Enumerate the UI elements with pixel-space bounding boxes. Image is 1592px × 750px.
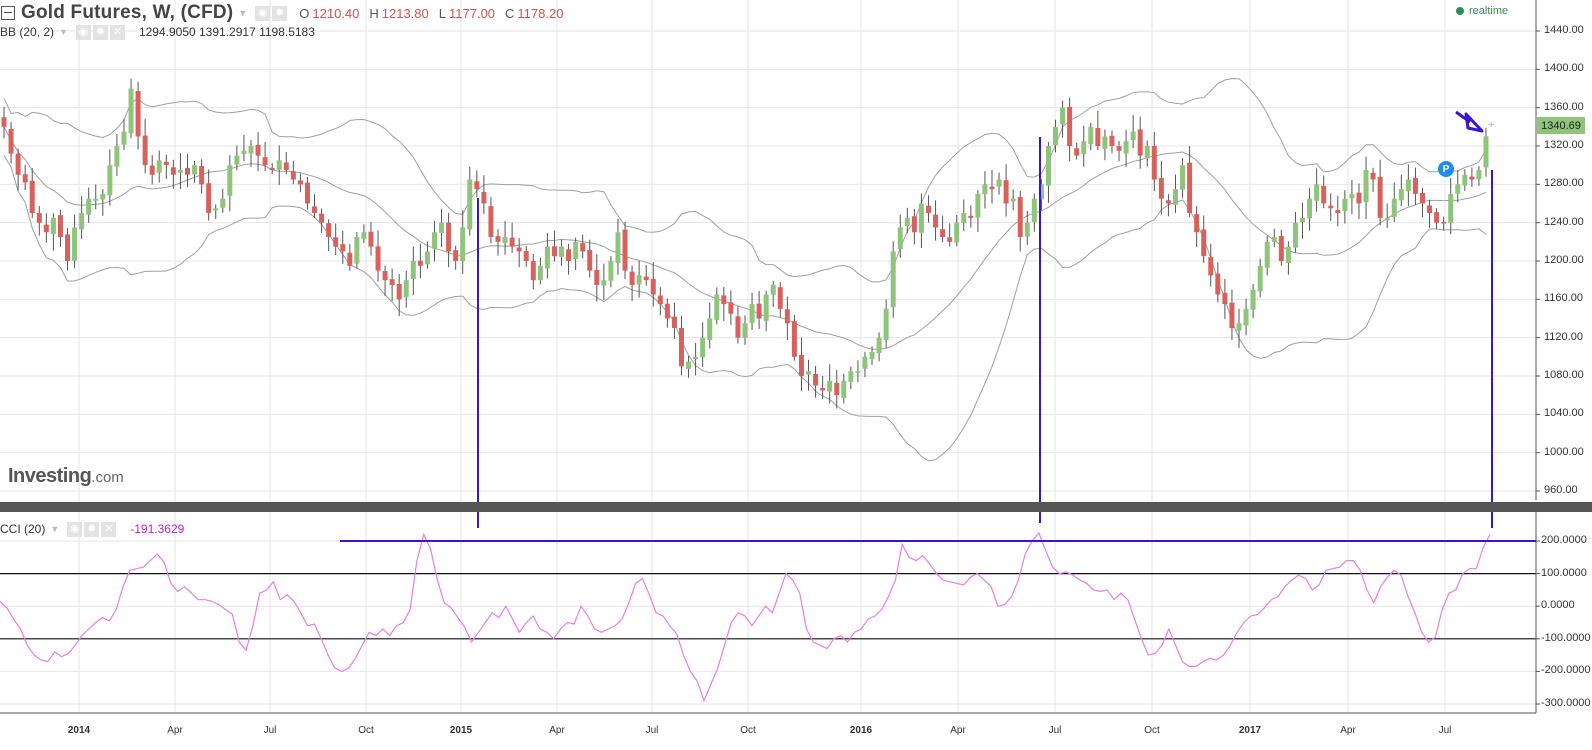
cci-level-lines [0, 572, 1536, 640]
time-tick-label: Oct [740, 725, 756, 736]
price-tick-label: 1400.00 [1544, 62, 1584, 75]
open-value: 1210.40 [312, 5, 360, 21]
last-price-tag: 1340.69 [1537, 117, 1585, 134]
collapse-icon[interactable] [1, 6, 15, 20]
gridlines [0, 0, 1536, 712]
price-tick-label: 1240.00 [1544, 215, 1584, 228]
price-tick-label: 1320.00 [1544, 139, 1584, 151]
time-tick-label: Jul [263, 725, 277, 736]
time-tick-label: Oct [358, 725, 374, 736]
low-value: 1177.00 [449, 5, 496, 21]
price-tick-label: 1160.00 [1544, 292, 1583, 305]
open-label: O [299, 5, 310, 21]
price-tick-label: 1440.00 [1544, 24, 1584, 36]
realtime-label: realtime [1469, 5, 1509, 17]
p-marker-icon[interactable]: P [1438, 161, 1454, 177]
logo-main: Investing [8, 465, 92, 487]
time-tick-label: Jul [1438, 725, 1452, 736]
price-tick-label: 1360.00 [1544, 100, 1584, 113]
cci-tick-label: 200.0000 [1541, 534, 1587, 546]
cci-label[interactable]: CCI (20) [0, 522, 46, 536]
gear-icon[interactable]: ✹ [272, 5, 288, 21]
bb-legend: BB (20, 2) ▼ ◉ ✹ ✕ 1294.9050 1391.2917 1… [0, 24, 315, 40]
price-tick-label: 1200.00 [1544, 254, 1584, 266]
realtime-status: realtime [1456, 5, 1508, 17]
close-icon[interactable]: ✕ [101, 521, 117, 537]
time-tick-label: 2015 [449, 725, 473, 736]
time-tick-label: Jul [645, 725, 659, 736]
time-tick-label: Apr [549, 725, 565, 736]
bb-label[interactable]: BB (20, 2) [0, 25, 55, 39]
main-legend: Gold Futures, W, (CFD) ▼ ◉ ✹ O 1210.40 H… [0, 2, 563, 24]
cci-tick-label: -300.0000 [1541, 697, 1591, 709]
close-value: 1178.20 [517, 5, 564, 21]
cci-line [0, 531, 1491, 703]
price-tick-label: 1120.00 [1544, 330, 1583, 343]
chevron-down-icon[interactable]: ▼ [59, 27, 68, 37]
low-label: L [438, 5, 446, 21]
price-tick-label: 1080.00 [1544, 369, 1584, 381]
candlestick-series [1, 78, 1489, 409]
pane-separator[interactable] [0, 502, 1592, 512]
eye-icon[interactable]: ◉ [255, 5, 271, 21]
eye-icon[interactable]: ◉ [67, 521, 83, 537]
chevron-down-icon[interactable]: ▼ [50, 524, 60, 534]
price-tick-label: 1280.00 [1544, 177, 1584, 190]
high-value: 1213.80 [381, 5, 429, 21]
time-tick-label: Oct [1144, 725, 1160, 736]
cci-legend: CCI (20) ▼ ◉ ✹ ✕ -191.3629 [0, 520, 184, 538]
time-tick-label: 2017 [1238, 725, 1262, 736]
price-tick-label: 1000.00 [1544, 445, 1584, 458]
cci-value: -191.3629 [130, 522, 185, 536]
symbol-title[interactable]: Gold Futures, W, (CFD) [21, 2, 234, 23]
high-label: H [369, 5, 379, 21]
time-tick-label: 2014 [67, 725, 91, 736]
time-tick-label: Apr [1340, 725, 1356, 736]
time-tick-label: Jul [1048, 725, 1062, 736]
eye-icon[interactable]: ◉ [75, 24, 91, 40]
cci-tick-label: 0.0000 [1541, 599, 1575, 612]
time-tick-label: 2016 [849, 725, 873, 736]
investing-logo: Investing.com [8, 465, 124, 488]
close-label: C [505, 5, 515, 21]
cci-tick-label: 100.0000 [1541, 566, 1587, 579]
gear-icon[interactable]: ✹ [84, 521, 100, 537]
time-tick-label: Apr [167, 725, 183, 736]
close-icon[interactable]: ✕ [109, 24, 125, 40]
time-tick-label: Apr [950, 725, 966, 736]
price-tick-label: 960.00 [1544, 484, 1578, 496]
cci-tick-label: -200.0000 [1541, 664, 1591, 677]
cci-tick-label: -100.0000 [1541, 631, 1591, 644]
bb-values: 1294.9050 1391.2917 1198.5183 [138, 25, 315, 39]
status-dot-icon [1456, 7, 1464, 15]
chevron-down-icon[interactable]: ▼ [238, 8, 248, 18]
svg-text:+: + [1488, 119, 1494, 131]
annotations: + [340, 110, 1536, 542]
axes [0, 0, 1540, 714]
logo-suffix: .com [91, 469, 124, 486]
bollinger-bands [3, 78, 1487, 462]
price-tick-label: 1040.00 [1544, 407, 1584, 420]
gear-icon[interactable]: ✹ [92, 24, 108, 40]
